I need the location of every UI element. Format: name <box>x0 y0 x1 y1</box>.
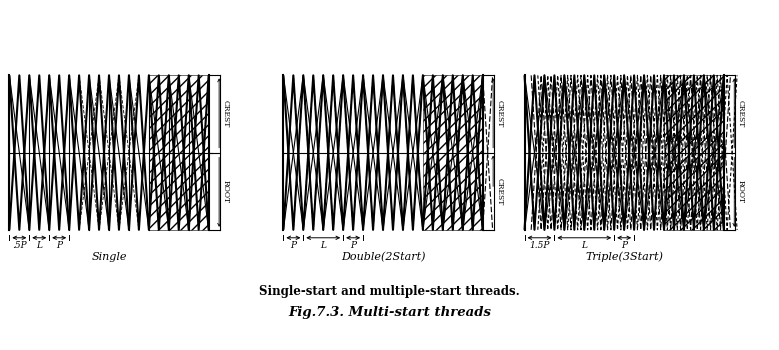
Polygon shape <box>149 75 209 230</box>
Text: Fig.7.3. Multi-start threads: Fig.7.3. Multi-start threads <box>288 306 491 318</box>
Polygon shape <box>423 75 483 230</box>
Text: Double(2Start): Double(2Start) <box>340 252 425 262</box>
Text: 1.5P: 1.5P <box>529 241 550 250</box>
Polygon shape <box>664 75 724 230</box>
Polygon shape <box>9 75 209 230</box>
Text: P: P <box>56 241 62 250</box>
Text: CREST: CREST <box>737 100 745 128</box>
Text: P: P <box>291 241 296 250</box>
Text: ROOT: ROOT <box>737 180 745 203</box>
Text: Single: Single <box>91 252 127 262</box>
Text: L: L <box>581 241 587 250</box>
Text: L: L <box>320 241 326 250</box>
Polygon shape <box>524 75 724 230</box>
Text: CREST: CREST <box>495 100 503 128</box>
Text: .5P: .5P <box>12 241 26 250</box>
Text: Triple(3Start): Triple(3Start) <box>585 252 663 262</box>
Text: P: P <box>350 241 356 250</box>
Text: ROOT: ROOT <box>221 180 230 203</box>
Text: L: L <box>37 241 42 250</box>
Text: P: P <box>621 241 627 250</box>
Polygon shape <box>284 75 483 230</box>
Text: CREST: CREST <box>221 100 230 128</box>
Text: CREST: CREST <box>495 177 503 205</box>
Text: Single-start and multiple-start threads.: Single-start and multiple-start threads. <box>259 285 520 297</box>
